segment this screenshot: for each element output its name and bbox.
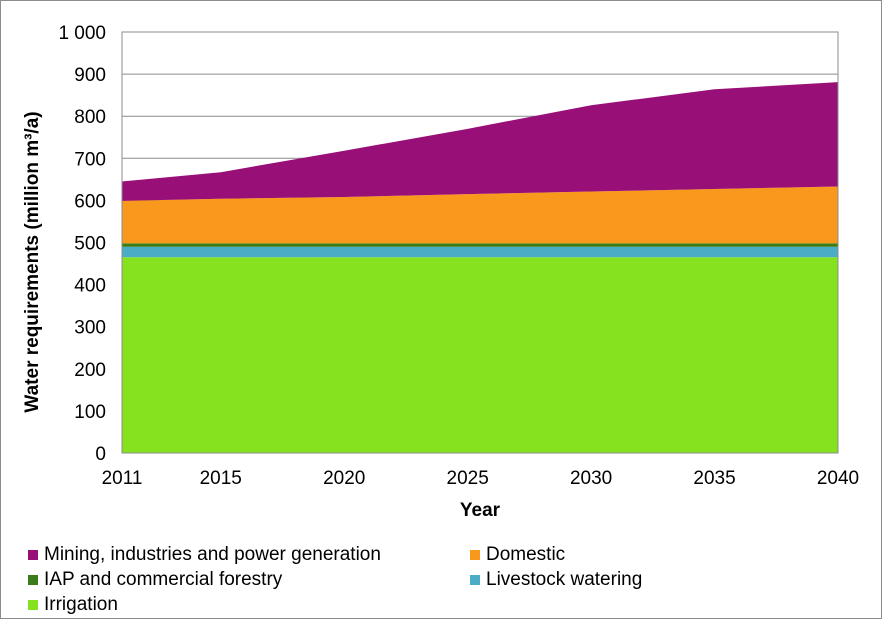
area-series-irrigation bbox=[122, 257, 838, 453]
y-tick-label: 300 bbox=[74, 318, 106, 339]
legend-item-iap-forestry: IAP and commercial forestry bbox=[28, 568, 282, 592]
x-tick-label: 2030 bbox=[570, 468, 612, 489]
legend: Mining, industries and power generation … bbox=[28, 543, 868, 615]
y-tick-label: 500 bbox=[74, 234, 106, 255]
x-tick-label: 2015 bbox=[200, 468, 242, 489]
legend-swatch bbox=[470, 575, 480, 585]
y-tick-label: 200 bbox=[74, 360, 106, 381]
y-axis-title: Water requirements (million m³/a) bbox=[22, 111, 43, 412]
plot-area-border bbox=[121, 31, 839, 454]
x-tick-label: 2035 bbox=[693, 468, 735, 489]
legend-item-livestock: Livestock watering bbox=[470, 568, 642, 592]
area-series-domestic bbox=[122, 186, 838, 244]
x-axis-tick-labels: 2011 2015 2020 2025 2030 2035 2040 bbox=[102, 468, 860, 489]
x-tick-label: 2020 bbox=[323, 468, 365, 489]
area-series-mining-industries-and-power-generation bbox=[122, 82, 838, 201]
legend-item-domestic: Domestic bbox=[470, 543, 565, 567]
legend-swatch bbox=[470, 550, 480, 560]
area-series-livestock-watering bbox=[122, 246, 838, 258]
y-tick-label: 700 bbox=[74, 149, 106, 170]
legend-item-irrigation: Irrigation bbox=[28, 593, 118, 617]
y-tick-label: 100 bbox=[74, 402, 106, 423]
y-tick-label: 0 bbox=[95, 444, 106, 465]
legend-item-mining: Mining, industries and power generation bbox=[28, 543, 381, 567]
y-tick-label: 800 bbox=[74, 107, 106, 128]
legend-swatch bbox=[28, 550, 38, 560]
stacked-areas bbox=[122, 82, 838, 453]
y-tick-label: 1 000 bbox=[58, 23, 106, 44]
legend-label: IAP and commercial forestry bbox=[44, 569, 283, 590]
legend-swatch bbox=[28, 575, 38, 585]
legend-label: Livestock watering bbox=[486, 569, 643, 590]
x-tick-label: 2040 bbox=[817, 468, 859, 489]
legend-label: Mining, industries and power generation bbox=[44, 544, 381, 565]
legend-swatch bbox=[28, 600, 38, 610]
area-series-iap-and-commercial-forestry bbox=[122, 243, 838, 247]
x-tick-label: 2011 bbox=[102, 468, 143, 489]
legend-label: Irrigation bbox=[44, 594, 118, 615]
x-axis-title: Year bbox=[460, 500, 501, 521]
y-tick-label: 600 bbox=[74, 191, 106, 212]
y-axis-tick-labels: 0 100 200 300 400 500 600 700 800 900 1 000 bbox=[58, 23, 106, 465]
legend-label: Domestic bbox=[486, 544, 566, 565]
x-tick-label: 2025 bbox=[447, 468, 489, 489]
y-tick-label: 900 bbox=[74, 65, 106, 86]
y-tick-label: 400 bbox=[74, 276, 106, 297]
